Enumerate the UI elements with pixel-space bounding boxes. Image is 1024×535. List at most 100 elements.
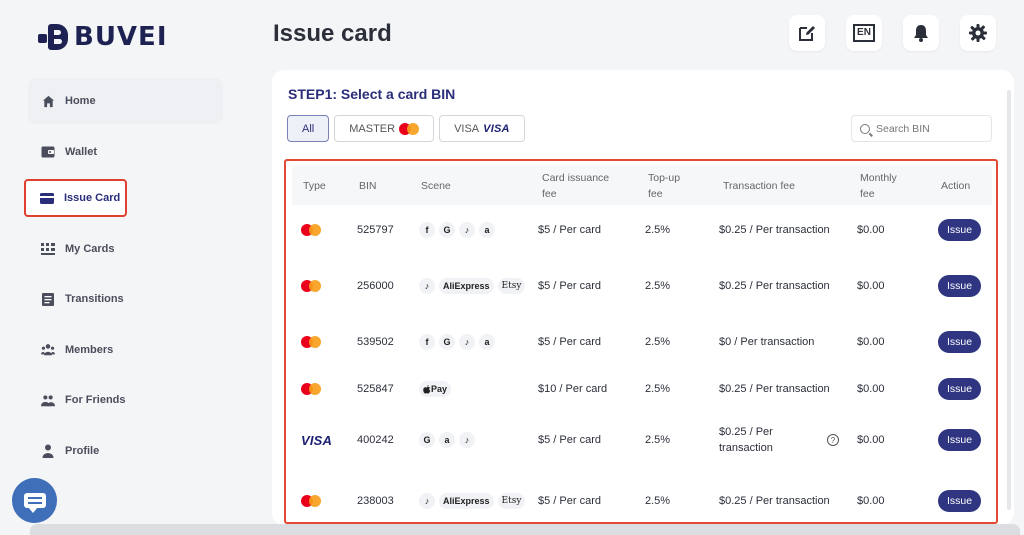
mastercard-icon [301, 320, 321, 364]
scene-list: f G ♪ a [419, 208, 529, 252]
sidebar-item-label: Wallet [65, 145, 97, 158]
issue-button[interactable]: Issue [938, 219, 981, 241]
bin-table: Type BIN Scene Card issuance fee Top-up … [284, 159, 998, 524]
amazon-icon: a [439, 432, 455, 448]
issue-button[interactable]: Issue [938, 429, 981, 451]
amazon-icon: a [479, 222, 495, 238]
bottom-bar [30, 524, 1020, 535]
edit-button[interactable] [789, 15, 825, 51]
language-button[interactable]: EN [846, 15, 882, 51]
aliexpress-icon: AliExpress [439, 493, 494, 509]
col-scene: Scene [421, 179, 451, 192]
sidebar-item-my-cards[interactable]: My Cards [28, 226, 223, 272]
col-monthly-fee-line1: Monthly [860, 171, 897, 184]
issue-button[interactable]: Issue [938, 275, 981, 297]
sidebar-item-transitions[interactable]: Transitions [28, 276, 223, 322]
chat-button[interactable] [12, 478, 57, 523]
settings-button[interactable] [960, 15, 996, 51]
google-icon: G [439, 334, 455, 350]
scene-list: ♪ AliExpress Etsy [419, 252, 529, 320]
card-icon [40, 191, 54, 205]
sidebar: BUVEI Home Wallet Issue Card My Cards [0, 0, 245, 535]
sidebar-item-label: For Friends [65, 394, 126, 406]
bin-value: 400242 [357, 434, 394, 446]
bin-value: 525797 [357, 224, 394, 236]
brand-logo[interactable]: BUVEI [38, 22, 168, 52]
issuance-fee: $5 / Per card [538, 495, 601, 507]
visa-icon: VISA [483, 122, 510, 135]
sidebar-item-home[interactable]: Home [28, 78, 223, 124]
sidebar-item-label: Home [65, 95, 96, 107]
sidebar-item-members[interactable]: Members [28, 327, 223, 373]
col-bin: BIN [359, 179, 377, 192]
list-icon [41, 292, 55, 306]
issuance-fee: $5 / Per card [538, 224, 601, 236]
monthly-fee: $0.00 [857, 336, 885, 348]
transaction-fee: $0.25 / Per transaction [719, 280, 830, 292]
filter-visa-button[interactable]: VISA VISA [439, 115, 525, 142]
help-icon[interactable]: ? [827, 434, 839, 446]
page-title: Issue card [273, 20, 392, 47]
search-placeholder: Search BIN [876, 122, 930, 135]
profile-icon [41, 444, 55, 458]
bin-value: 539502 [357, 336, 394, 348]
monthly-fee: $0.00 [857, 280, 885, 292]
topup-fee: 2.5% [645, 224, 671, 236]
col-issuance-fee-line1: Card issuance [542, 171, 610, 184]
brand-name: BUVEI [74, 22, 168, 52]
mastercard-icon [301, 252, 321, 320]
table-row: 525847 Pay $10 / Per card 2.5% $0.25 / P… [292, 364, 992, 414]
sidebar-item-label: Members [65, 343, 114, 356]
topup-fee: 2.5% [645, 383, 671, 395]
tiktok-icon: ♪ [419, 278, 435, 294]
aliexpress-icon: AliExpress [439, 278, 494, 294]
facebook-icon: f [419, 334, 435, 350]
filter-label: All [302, 122, 315, 135]
google-icon: G [439, 222, 455, 238]
wallet-icon [41, 145, 55, 159]
bin-value: 256000 [357, 280, 394, 292]
members-icon [41, 343, 55, 357]
mastercard-icon [399, 122, 420, 135]
col-type: Type [303, 179, 326, 192]
search-input[interactable]: Search BIN [851, 115, 992, 142]
issuance-fee: $10 / Per card [538, 383, 608, 395]
transaction-fee: $0 / Per transaction [719, 336, 815, 348]
grid-icon [41, 242, 55, 256]
transaction-fee: $0.25 / Per transaction [719, 495, 830, 507]
issue-button[interactable]: Issue [938, 378, 981, 400]
filter-master-button[interactable]: MASTER [334, 115, 435, 142]
sidebar-item-profile[interactable]: Profile [28, 428, 223, 474]
filter-all-button[interactable]: All [287, 115, 330, 142]
mastercard-icon [301, 364, 321, 414]
sidebar-item-label: My Cards [65, 242, 115, 255]
issue-button[interactable]: Issue [938, 490, 981, 512]
topup-fee: 2.5% [645, 434, 671, 446]
sidebar-item-issue-card[interactable]: Issue Card [24, 179, 127, 217]
mastercard-icon [301, 466, 321, 522]
scrollbar[interactable] [1007, 90, 1011, 510]
chat-icon [23, 493, 46, 513]
sidebar-item-wallet[interactable]: Wallet [28, 129, 223, 175]
sidebar-item-label: Transitions [65, 293, 124, 305]
google-icon: G [419, 432, 435, 448]
table-header: Type BIN Scene Card issuance fee Top-up … [292, 166, 992, 205]
visa-card-icon: VISA [301, 432, 333, 448]
logo-icon [38, 24, 68, 50]
apple-icon [423, 384, 431, 394]
table-row: VISA 400242 G a ♪ $5 / Per card 2.5% $0.… [292, 414, 992, 466]
amazon-icon: a [479, 334, 495, 350]
table-row: 238003 ♪ AliExpress Etsy $5 / Per card 2… [292, 466, 992, 522]
issue-button[interactable]: Issue [938, 331, 981, 353]
sidebar-item-for-friends[interactable]: For Friends [28, 377, 223, 423]
transaction-fee: $0.25 / Per transaction [719, 224, 830, 236]
col-transaction-fee: Transaction fee [723, 179, 795, 192]
mastercard-icon [301, 208, 321, 252]
notifications-button[interactable] [903, 15, 939, 51]
table-row: 525797 f G ♪ a $5 / Per card 2.5% $0.25 … [292, 208, 992, 252]
col-topup-fee-line2: fee [648, 187, 663, 200]
tiktok-icon: ♪ [459, 334, 475, 350]
apple-pay-label: Pay [431, 384, 448, 394]
scene-list: G a ♪ [419, 414, 529, 466]
apple-pay-icon: Pay [419, 381, 452, 397]
